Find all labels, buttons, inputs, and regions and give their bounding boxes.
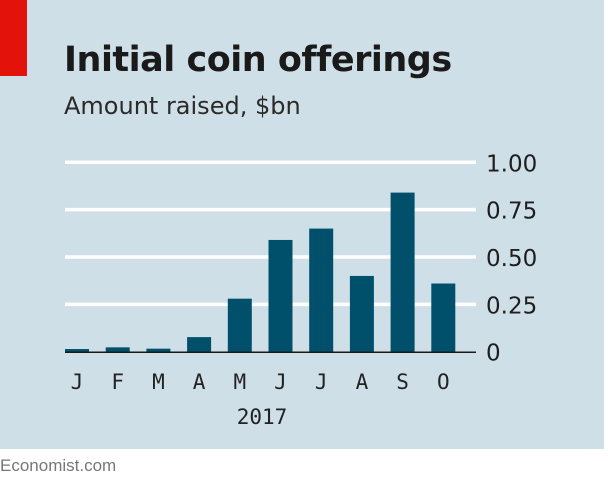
y-tick-label: 0.25 xyxy=(486,293,537,319)
bar-7 xyxy=(349,275,374,352)
x-tick-label: J xyxy=(274,370,287,394)
y-tick-label: 0.50 xyxy=(486,246,537,272)
bar-0 xyxy=(65,349,89,352)
x-tick-label: J xyxy=(315,370,328,394)
bar-3 xyxy=(187,337,212,352)
x-tick-label: A xyxy=(193,370,206,394)
red-brand-tag xyxy=(0,0,27,76)
bar-5 xyxy=(268,239,293,352)
x-tick-label: M xyxy=(152,370,165,394)
bar-4 xyxy=(227,298,252,352)
x-tick-label: F xyxy=(111,370,124,394)
bar-6 xyxy=(309,228,334,352)
bar-chart: 0 0.25 0.50 0.75 1.00 J F M A M J J A S O 2017 xyxy=(65,151,537,429)
x-axis-label: 2017 xyxy=(237,405,288,429)
chart-panel xyxy=(0,0,604,449)
x-tick-label: O xyxy=(437,370,450,394)
bar-8 xyxy=(390,192,415,352)
chart-title: Initial coin offerings xyxy=(64,40,452,80)
x-tick-label: S xyxy=(396,370,409,394)
bar-9 xyxy=(431,283,456,352)
x-tick-label: A xyxy=(356,370,369,394)
chart-subtitle: Amount raised, $bn xyxy=(64,92,301,120)
source-label: Economist.com xyxy=(0,456,117,475)
y-tick-label: 0 xyxy=(486,341,501,367)
x-tick-label: M xyxy=(233,370,246,394)
bar-1 xyxy=(105,347,130,352)
y-tick-label: 0.75 xyxy=(486,199,537,225)
y-tick-label: 1.00 xyxy=(486,151,537,177)
x-tick-label: J xyxy=(71,370,84,394)
bar-2 xyxy=(146,348,171,352)
